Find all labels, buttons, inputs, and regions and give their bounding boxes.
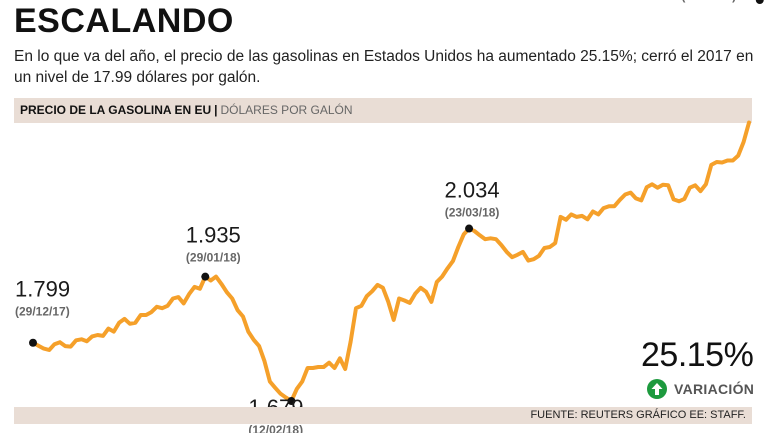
annotation-value: 1.935: [186, 223, 241, 248]
annotation-point: [29, 338, 37, 347]
footer-band: FUENTE: REUTERS GRÁFICO EE: STAFF.: [14, 407, 752, 424]
arrow-up-icon: [647, 379, 667, 399]
annotation-point: [755, 0, 764, 4]
price-line: [31, 120, 751, 403]
annotation-value: 2.252: [681, 0, 736, 5]
annotation-date: (29/01/18): [186, 251, 241, 265]
series-title: PRECIO DE LA GASOLINA EN EU: [20, 103, 212, 117]
band-text: PRECIO DE LA GASOLINA EN EU | DÓLARES POR …: [20, 103, 353, 117]
annotation-date: (16/05/18): [681, 0, 736, 3]
annotation-points: [29, 0, 764, 406]
variation-value: 25.15%: [641, 336, 754, 374]
unit-label: DÓLARES POR GALÓN: [220, 103, 353, 117]
chart-header-band: PRECIO DE LA GASOLINA EN EU | DÓLARES POR …: [14, 98, 752, 123]
annotation-labels: 1.799(29/12/17)1.935(29/01/18)1.679(12/0…: [15, 0, 736, 433]
annotation-date: (29/12/17): [15, 305, 70, 319]
annotation-point: [201, 272, 210, 281]
annotation-date: (23/03/18): [445, 206, 500, 220]
chart-subtitle: En lo que va del año, el precio de las g…: [14, 48, 754, 86]
annotation-date: (12/02/18): [248, 423, 303, 433]
variation-indicator: VARIACIÓN: [647, 378, 754, 400]
annotation-value: 2.034: [445, 178, 500, 203]
band-separator: |: [214, 103, 218, 117]
annotation-point: [465, 224, 474, 233]
annotation-point: [287, 397, 296, 406]
source-note: FUENTE: REUTERS GRÁFICO EE: STAFF.: [530, 409, 746, 421]
chart-title: ESCALANDO: [14, 2, 234, 40]
variation-label: VARIACIÓN: [674, 381, 755, 397]
annotation-value: 1.799: [15, 277, 70, 302]
